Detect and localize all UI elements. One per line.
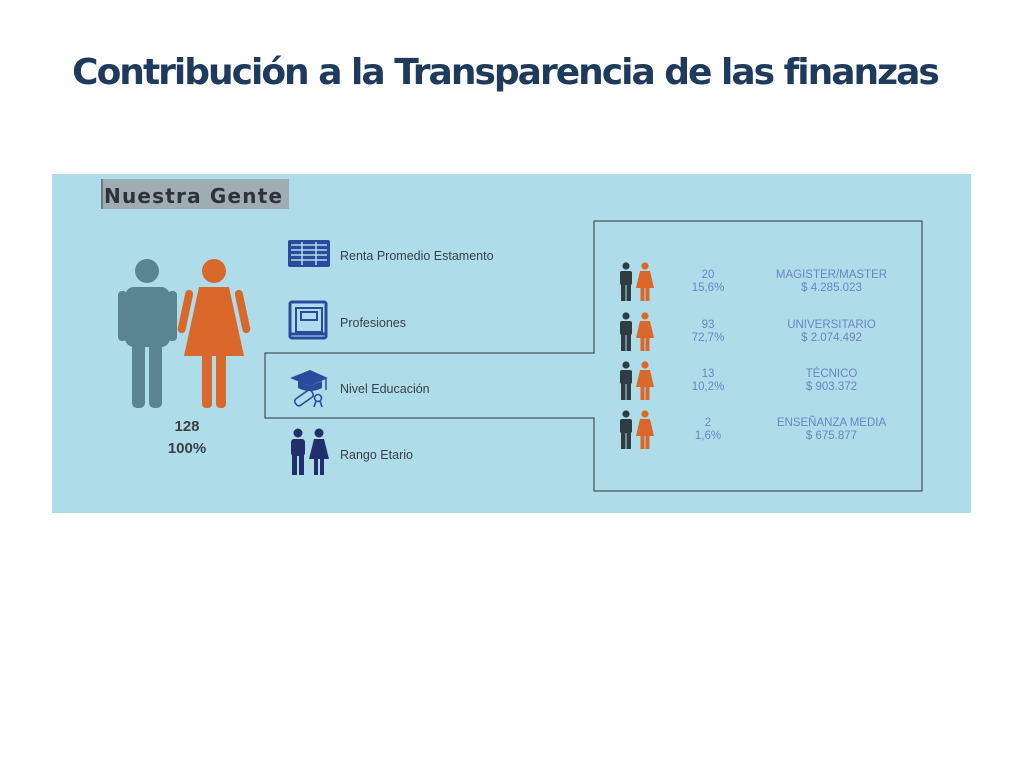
education-income: $ 4.285.023: [801, 282, 862, 294]
man-woman-icon: [620, 262, 654, 301]
total-count: 128: [174, 418, 200, 435]
education-income: $ 675.877: [805, 430, 858, 442]
education-level: TÉCNICO: [805, 368, 858, 380]
man-woman-icon: [620, 312, 654, 351]
man-woman-icon: [620, 410, 654, 449]
education-count: 93: [701, 319, 715, 331]
money-stack-icon: [288, 240, 330, 267]
book-icon: [288, 300, 328, 340]
education-level: ENSEÑANZA MEDIA: [776, 417, 887, 429]
education-row: 93 72,7% UNIVERSITARIO $ 2.074.492: [617, 312, 907, 352]
education-row: 13 10,2% TÉCNICO $ 903.372: [617, 361, 907, 401]
education-count: 2: [704, 417, 712, 429]
category-label: Profesiones: [340, 316, 407, 330]
education-percent: 10,2%: [691, 381, 725, 393]
graduation-cap-diploma-icon: [290, 370, 328, 408]
page-title: Contribución a la Transparencia de las f…: [72, 52, 940, 93]
education-percent: 15,6%: [691, 282, 725, 294]
education-income: $ 2.074.492: [801, 332, 862, 344]
education-percent: 1,6%: [694, 430, 722, 442]
education-income: $ 903.372: [805, 381, 858, 393]
education-row: 20 15,6% MAGISTER/MASTER $ 4.285.023: [617, 262, 907, 302]
category-label: Renta Promedio Estamento: [340, 249, 494, 263]
category-label: Rango Etario: [340, 448, 413, 462]
education-level: UNIVERSITARIO: [787, 319, 876, 331]
education-percent: 72,7%: [691, 332, 725, 344]
man-woman-icon: [620, 361, 654, 400]
education-row: 2 1,6% ENSEÑANZA MEDIA $ 675.877: [617, 410, 907, 450]
category-label: Nivel Educación: [340, 382, 430, 396]
nuestra-gente-panel: Nuestra Gente 128 100%: [52, 174, 971, 513]
section-title: Nuestra Gente: [101, 179, 289, 209]
education-count: 13: [701, 368, 715, 380]
man-woman-icon: [291, 428, 329, 475]
education-count: 20: [701, 269, 715, 281]
people-total-icon: [118, 259, 251, 408]
total-percent: 100%: [167, 440, 207, 457]
education-level: MAGISTER/MASTER: [775, 269, 888, 281]
